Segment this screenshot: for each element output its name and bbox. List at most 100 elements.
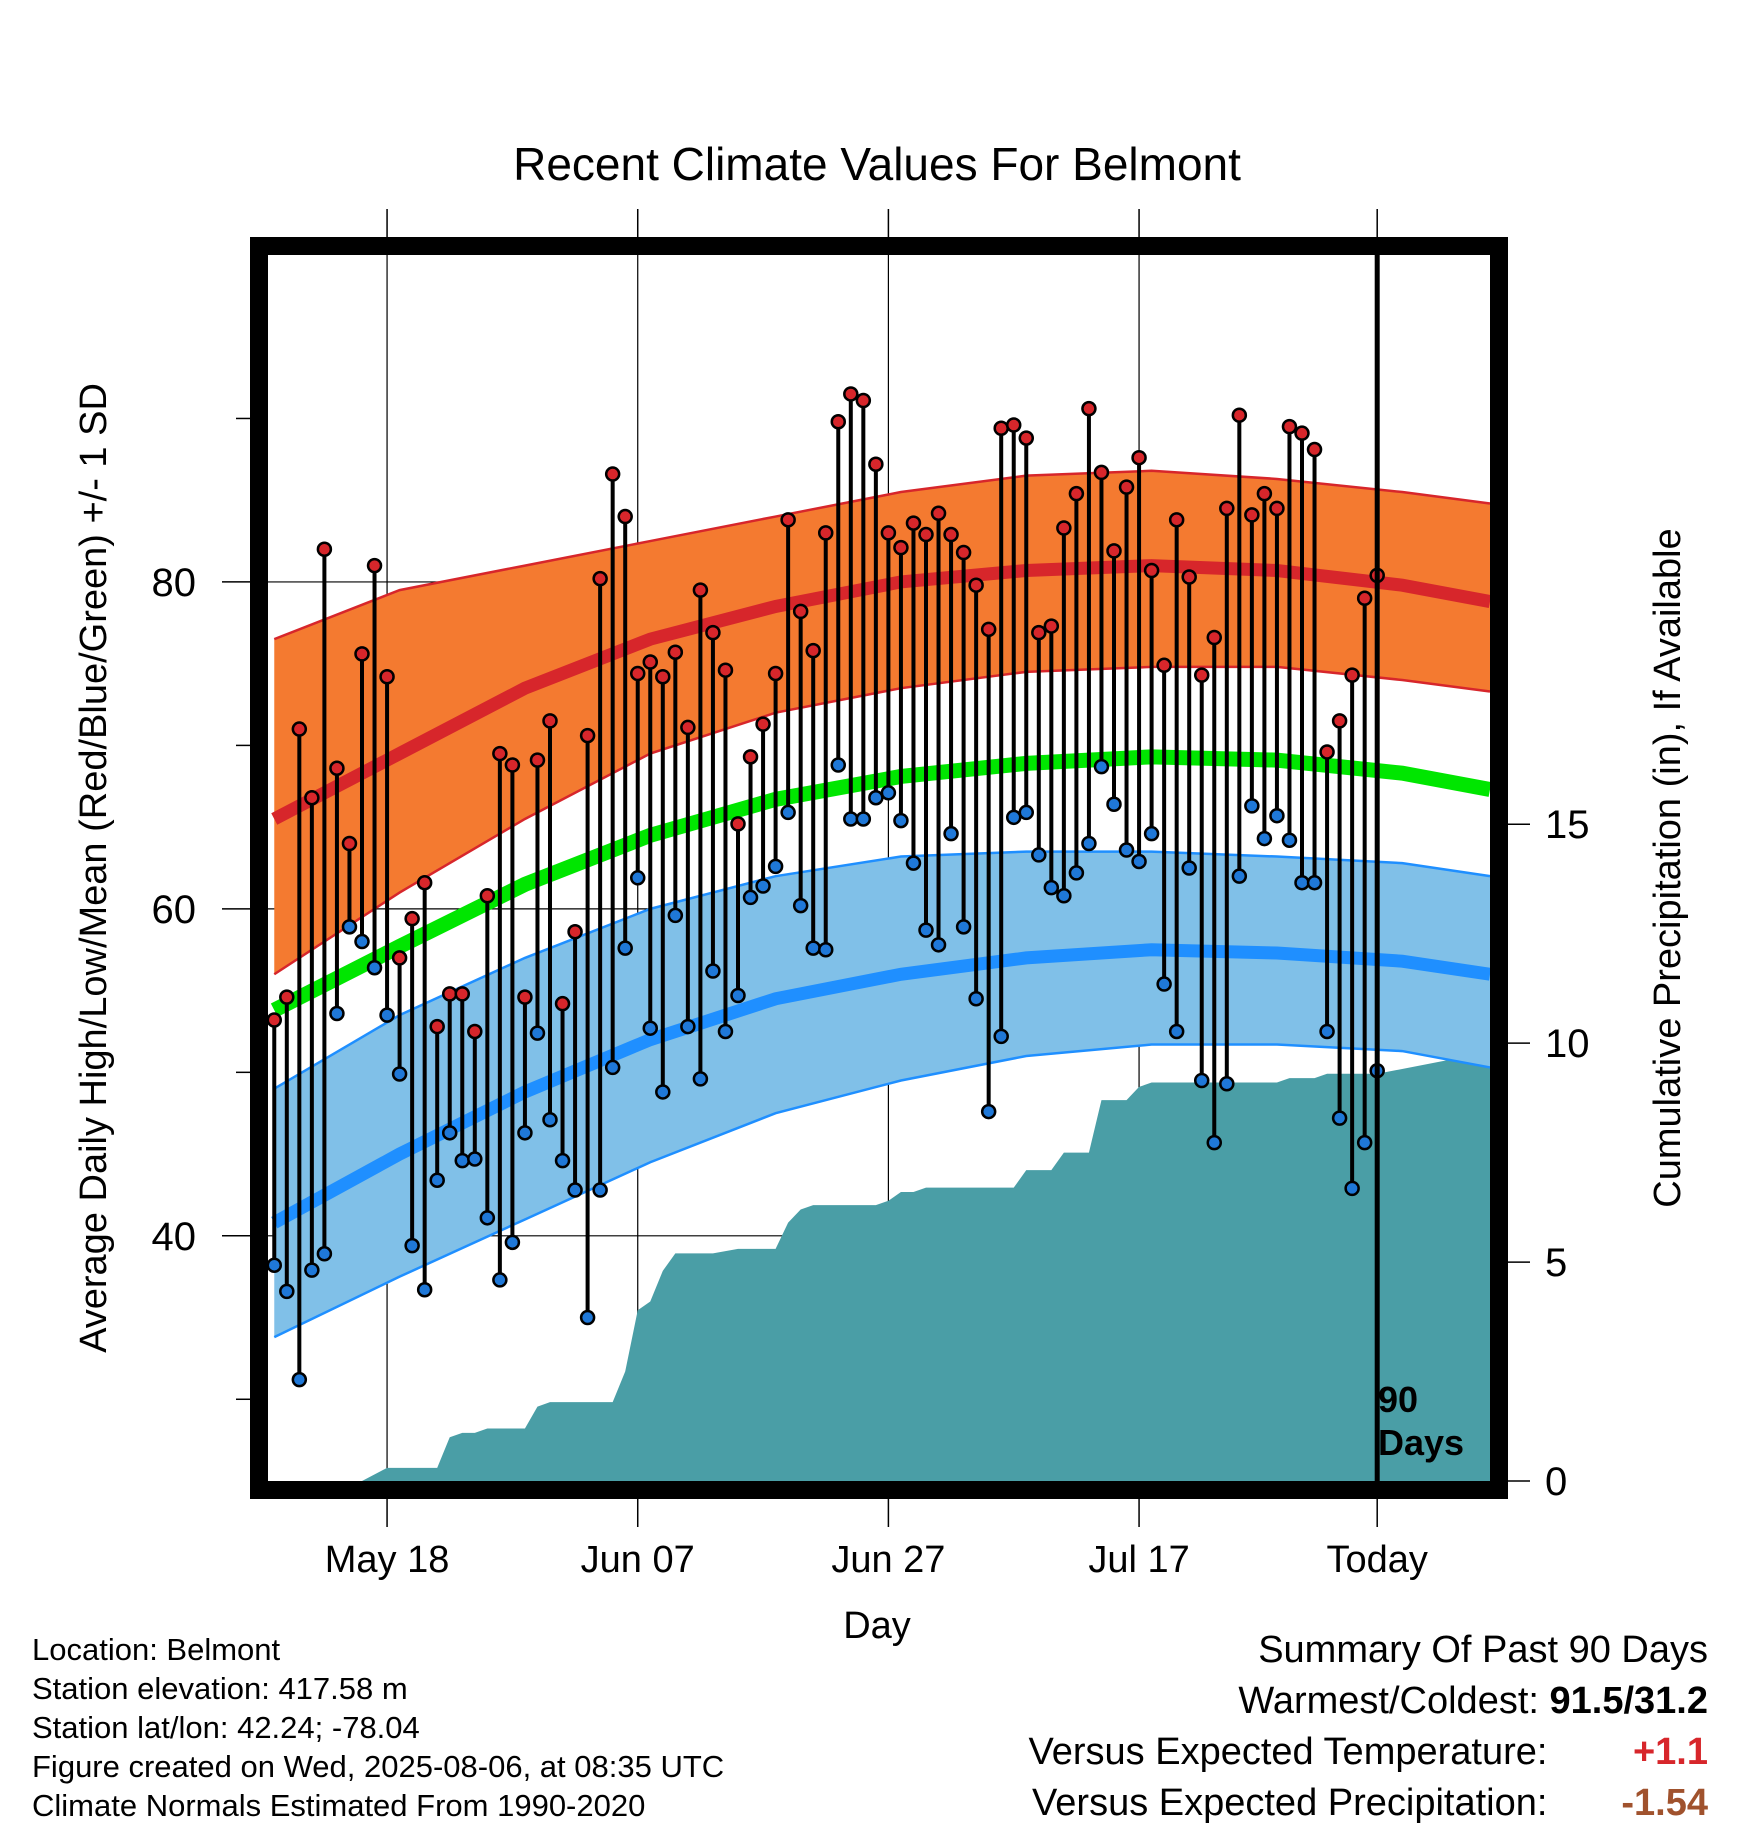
daily-high-point <box>968 577 984 593</box>
summary-temp: Versus Expected Temperature: +1.1 <box>1029 1727 1708 1778</box>
daily-low-point <box>1043 879 1060 896</box>
daily-low-point <box>454 1152 471 1169</box>
daily-low-point <box>1219 1076 1235 1092</box>
daily-high-point <box>1031 624 1047 641</box>
today-marker-line1: 90 <box>1378 1379 1418 1420</box>
daily-high-point <box>930 505 947 522</box>
daily-low-point <box>642 1020 659 1036</box>
daily-low-point <box>717 1023 734 1040</box>
daily-low-point <box>542 1111 558 1128</box>
daily-high-point <box>1269 500 1285 517</box>
daily-high-point <box>1319 744 1335 760</box>
normals-text: Climate Normals Estimated From 1990-2020 <box>32 1788 646 1823</box>
daily-high-point <box>980 621 997 638</box>
daily-high-point <box>805 642 821 659</box>
daily-high-point <box>379 668 395 685</box>
daily-high-point <box>1106 543 1122 559</box>
daily-low-point <box>567 1182 583 1198</box>
y2-tick-label: 5 <box>1545 1241 1567 1285</box>
daily-low-point <box>1193 1072 1210 1089</box>
daily-low-point <box>1106 796 1122 812</box>
daily-low-point <box>1281 832 1298 848</box>
daily-low-point <box>316 1246 333 1262</box>
daily-high-point <box>1156 657 1172 674</box>
daily-high-point <box>1143 562 1160 579</box>
daily-low-point <box>404 1237 420 1254</box>
daily-high-point <box>492 745 508 762</box>
x-tick-label: Jul 17 <box>1088 1539 1189 1581</box>
station-info: Location: Belmont Station elevation: 417… <box>32 1630 724 1825</box>
daily-low-point <box>592 1182 608 1198</box>
daily-high-point <box>767 665 784 682</box>
daily-low-point <box>767 858 784 875</box>
daily-high-point <box>1056 520 1072 536</box>
low-sd-band <box>274 851 1491 1338</box>
daily-high-point <box>404 910 420 927</box>
daily-low-point <box>730 987 746 1004</box>
y-tick-label: 80 <box>152 561 197 605</box>
daily-high-point <box>880 525 897 541</box>
daily-low-point <box>1156 976 1172 992</box>
daily-high-point <box>717 662 734 678</box>
daily-high-point <box>479 888 496 904</box>
daily-low-point <box>304 1262 320 1278</box>
daily-low-point <box>604 1059 621 1076</box>
daily-low-point <box>680 1018 696 1035</box>
created-text: Figure created on Wed, 2025-08-06, at 08… <box>32 1749 725 1784</box>
daily-high-point <box>1193 667 1210 683</box>
daily-low-point <box>629 870 646 886</box>
y-tick-label: 40 <box>152 1215 197 1259</box>
daily-low-point <box>980 1103 997 1120</box>
y2-tick-label: 15 <box>1545 803 1590 847</box>
daily-high-point <box>1093 464 1110 481</box>
daily-high-point <box>1231 407 1248 423</box>
daily-low-point <box>1031 847 1047 863</box>
daily-high-point <box>529 752 546 768</box>
daily-low-point <box>880 785 897 801</box>
daily-range-stems <box>272 393 1380 1380</box>
y2-tick-label: 10 <box>1545 1022 1590 1066</box>
daily-low-point <box>1181 860 1197 876</box>
low-mean-line <box>271 943 1491 1229</box>
chart-title: Recent Climate Values For Belmont <box>513 138 1241 190</box>
x-tick-label: Jun 27 <box>831 1539 945 1581</box>
x-tick-label: Today <box>1326 1539 1427 1581</box>
daily-high-point <box>441 986 458 1002</box>
daily-low-point <box>1143 825 1160 842</box>
daily-low-point <box>291 1371 308 1388</box>
daily-low-point <box>1344 1180 1360 1197</box>
daily-low-point <box>780 804 796 821</box>
daily-low-point <box>266 1257 283 1273</box>
daily-high-point <box>692 582 709 598</box>
daily-low-point <box>467 1151 483 1167</box>
daily-high-point <box>1018 430 1035 446</box>
daily-high-point <box>705 624 721 641</box>
daily-high-point <box>579 727 596 744</box>
warm-cold-label: Warmest/Coldest: <box>1238 1680 1539 1722</box>
y2-tick-label: 0 <box>1545 1460 1567 1504</box>
daily-low-point <box>1056 888 1072 904</box>
low-lower-line <box>273 1043 1491 1339</box>
daily-high-point <box>918 526 934 543</box>
daily-high-point <box>667 644 684 660</box>
x-axis-label: Day <box>843 1605 911 1647</box>
daily-high-point <box>592 570 608 587</box>
daily-low-point <box>692 1071 709 1087</box>
daily-high-point <box>504 757 521 773</box>
daily-low-point <box>554 1152 571 1169</box>
summary-warm-cold: Warmest/Coldest: 91.5/31.2 <box>1029 1676 1708 1727</box>
daily-high-point <box>1118 479 1135 495</box>
summary-precip: Versus Expected Precipitation: -1.54 <box>1029 1778 1708 1829</box>
daily-high-point <box>467 1023 483 1040</box>
precipitation-area <box>274 1051 1491 1481</box>
daily-low-point <box>705 963 721 979</box>
x-tick-label: May 18 <box>325 1539 450 1581</box>
daily-low-point <box>918 922 934 938</box>
daily-high-point <box>341 835 358 852</box>
daily-high-point <box>1168 512 1185 528</box>
daily-dots <box>266 386 1385 1388</box>
daily-high-point <box>391 950 408 966</box>
daily-low-point <box>391 1066 408 1082</box>
daily-high-point <box>429 1018 445 1035</box>
daily-high-point <box>329 760 345 777</box>
